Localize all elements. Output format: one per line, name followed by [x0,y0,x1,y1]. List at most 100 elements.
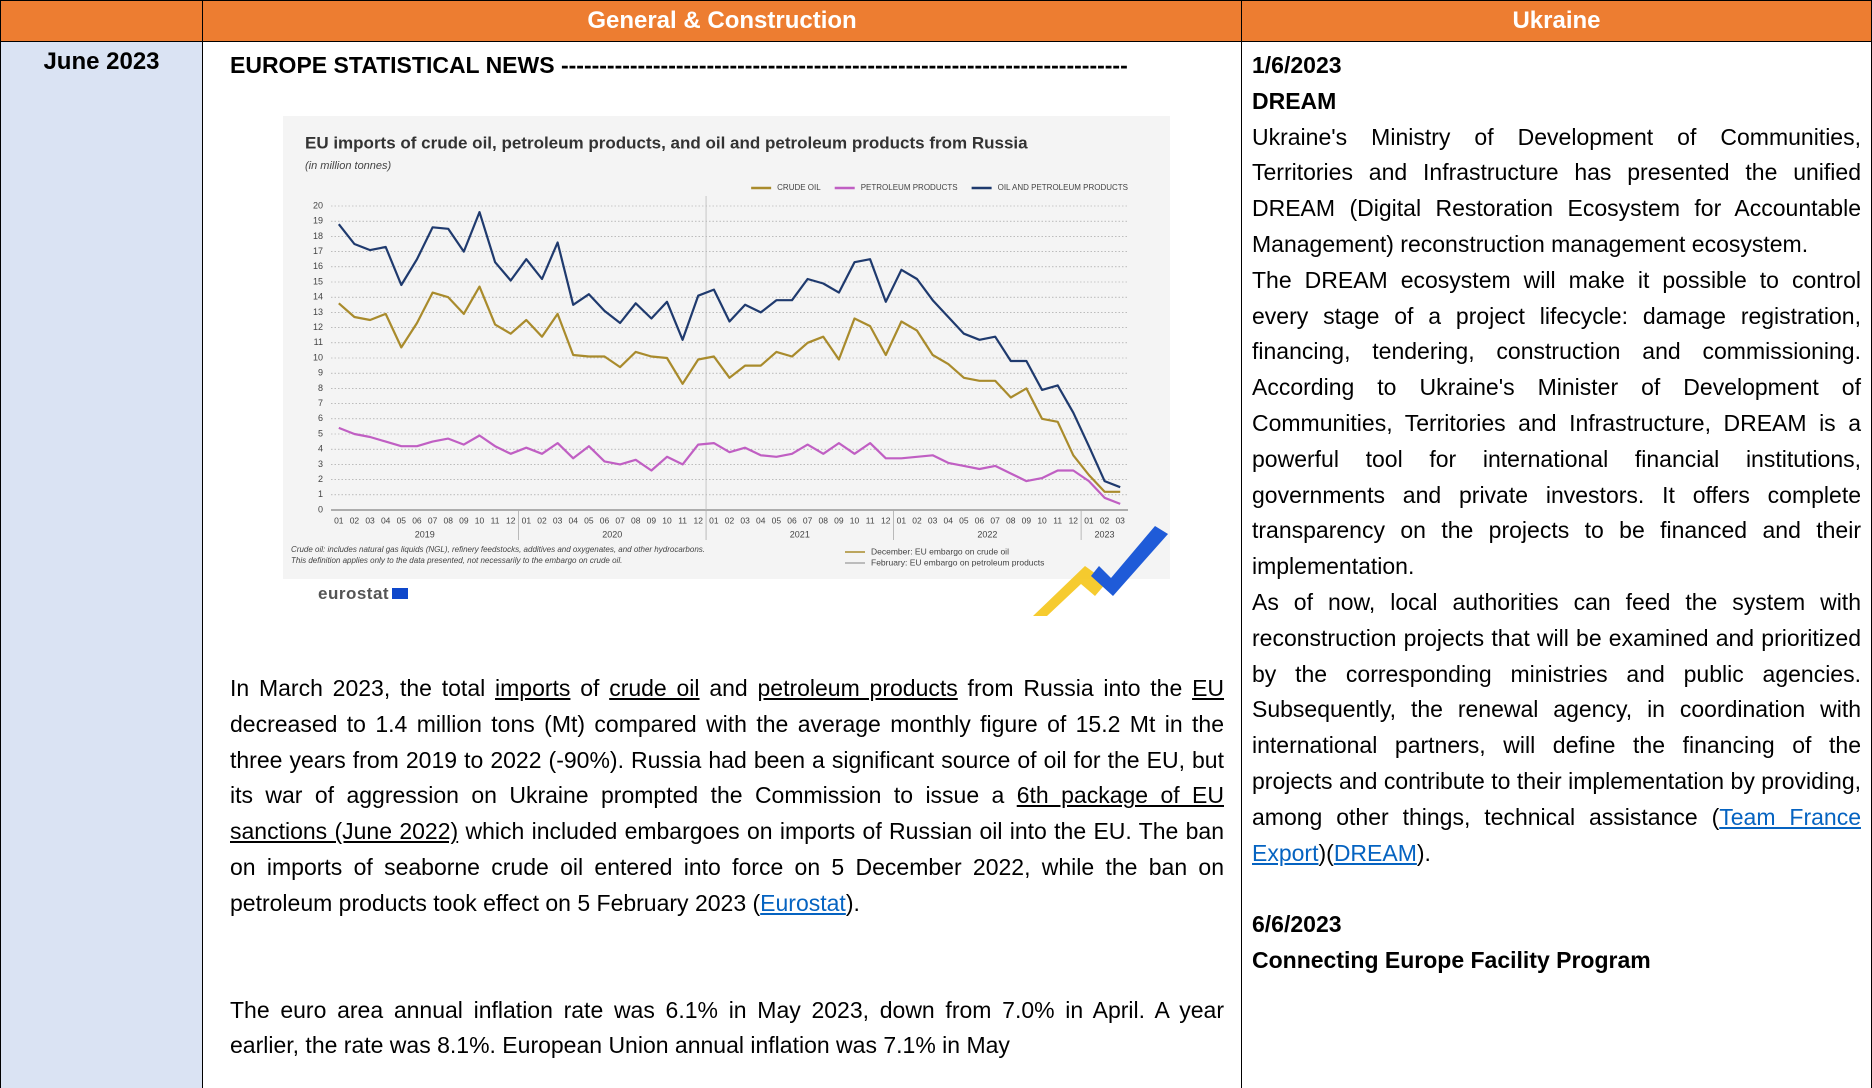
text: )( [1318,840,1333,866]
x-tick-label: 11 [678,515,687,525]
x-tick-label: 03 [553,515,563,525]
x-tick-label: 10 [850,515,860,525]
paragraph: The euro area annual inflation rate was … [230,993,1224,1065]
x-tick-label: 08 [1006,515,1016,525]
underlined-text: EU [1192,675,1224,701]
y-tick-label: 20 [313,200,323,210]
underlined-text: crude oil [609,675,699,701]
x-tick-label: 12 [881,515,891,525]
chart-title: EU imports of crude oil, petroleum produ… [305,133,1028,152]
paragraph: As of now, local authorities can feed th… [1252,585,1861,871]
y-tick-label: 13 [313,307,323,317]
row-date: June 2023 [1,48,202,76]
x-tick-label: 09 [1022,515,1032,525]
paragraph: In March 2023, the total imports of crud… [230,671,1224,922]
chart-subtitle: (in million tonnes) [305,160,392,172]
x-tick-label: 05 [959,515,969,525]
y-tick-label: 0 [318,504,323,514]
x-tick-label: 11 [866,515,875,525]
chart-image: EU imports of crude oil, petroleum produ… [283,116,1170,579]
header-cell: General & Construction [203,0,1242,42]
legend-label: OIL AND PETROLEUM PRODUCTS [998,183,1128,192]
y-tick-label: 14 [313,292,323,302]
text: from Russia into the [958,675,1192,701]
x-tick-label: 01 [334,515,344,525]
x-tick-label: 02 [350,515,360,525]
y-tick-label: 4 [318,444,323,454]
underlined-text: imports [495,675,570,701]
x-tick-label: 06 [600,515,610,525]
x-tick-label: 02 [912,515,922,525]
y-tick-label: 10 [313,352,323,362]
x-tick-label: 03 [740,515,750,525]
x-tick-label: 06 [975,515,985,525]
x-tick-label: 05 [584,515,594,525]
x-tick-label: 02 [537,515,547,525]
paragraph: The DREAM ecosystem will make it possibl… [1252,263,1861,585]
y-tick-label: 15 [313,276,323,286]
ukraine-cell: 1/6/2023DREAMUkraine's Ministry of Devel… [1242,42,1872,1088]
x-tick-label: 12 [506,515,516,525]
logo-text: eurostat [318,584,389,603]
text: As of now, local authorities can feed th… [1252,589,1861,830]
year-label: 2021 [790,529,810,539]
text: ). [846,890,860,916]
x-tick-label: 01 [897,515,907,525]
y-tick-label: 7 [318,398,323,408]
text: of [570,675,609,701]
date-cell: June 2023 [0,42,203,1088]
header-blank [0,0,203,42]
header-cell: Ukraine [1242,0,1872,42]
x-tick-label: 08 [631,515,641,525]
y-tick-label: 17 [313,246,323,256]
underlined-text: petroleum products [757,675,957,701]
x-tick-label: 11 [491,515,500,525]
x-tick-label: 09 [647,515,657,525]
x-tick-label: 07 [428,515,438,525]
y-tick-label: 11 [314,337,323,347]
general-text: In March 2023, the total imports of crud… [230,671,1224,1064]
x-tick-label: 07 [990,515,1000,525]
x-tick-label: 03 [365,515,375,525]
entry-title: Connecting Europe Facility Program [1252,943,1861,979]
x-tick-label: 01 [522,515,532,525]
text: and [700,675,758,701]
logo: eurostat [318,584,408,604]
y-tick-label: 6 [318,413,323,423]
x-tick-label: 10 [475,515,485,525]
legend-label: CRUDE OIL [777,183,821,192]
text: Ukraine's Ministry of Development of Com… [1252,124,1861,257]
entry-date: 6/6/2023 [1252,907,1861,943]
general-cell: EUROPE STATISTICAL NEWS ----------------… [203,42,1242,1088]
footnote: Crude oil: includes natural gas liquids … [291,545,705,554]
x-tick-label: 09 [459,515,469,525]
x-tick-label: 12 [694,515,704,525]
legend-label: PETROLEUM PRODUCTS [861,183,958,192]
note-label: December: EU embargo on crude oil [871,546,1009,556]
x-tick-label: 05 [397,515,407,525]
link[interactable]: DREAM [1334,840,1417,866]
year-label: 2019 [415,529,435,539]
x-tick-label: 07 [615,515,625,525]
y-tick-label: 8 [318,383,323,393]
x-tick-label: 07 [803,515,813,525]
year-label: 2020 [602,529,622,539]
x-tick-label: 08 [443,515,453,525]
y-tick-label: 19 [313,216,323,226]
y-tick-label: 3 [318,459,323,469]
x-tick-label: 04 [944,515,954,525]
link[interactable]: Eurostat [760,890,846,916]
page: General & Construction Ukraine June 2023… [0,0,1872,1088]
text: The DREAM ecosystem will make it possibl… [1252,267,1861,579]
x-tick-label: 09 [834,515,844,525]
text: ). [1417,840,1431,866]
x-tick-label: 01 [709,515,719,525]
footnote: This definition applies only to the data… [291,556,622,565]
swoosh-blue [1091,526,1168,596]
x-tick-label: 10 [662,515,672,525]
logo-flag [392,588,408,599]
y-tick-label: 12 [313,322,323,332]
y-tick-label: 9 [318,368,323,378]
paragraph: Ukraine's Ministry of Development of Com… [1252,120,1861,263]
